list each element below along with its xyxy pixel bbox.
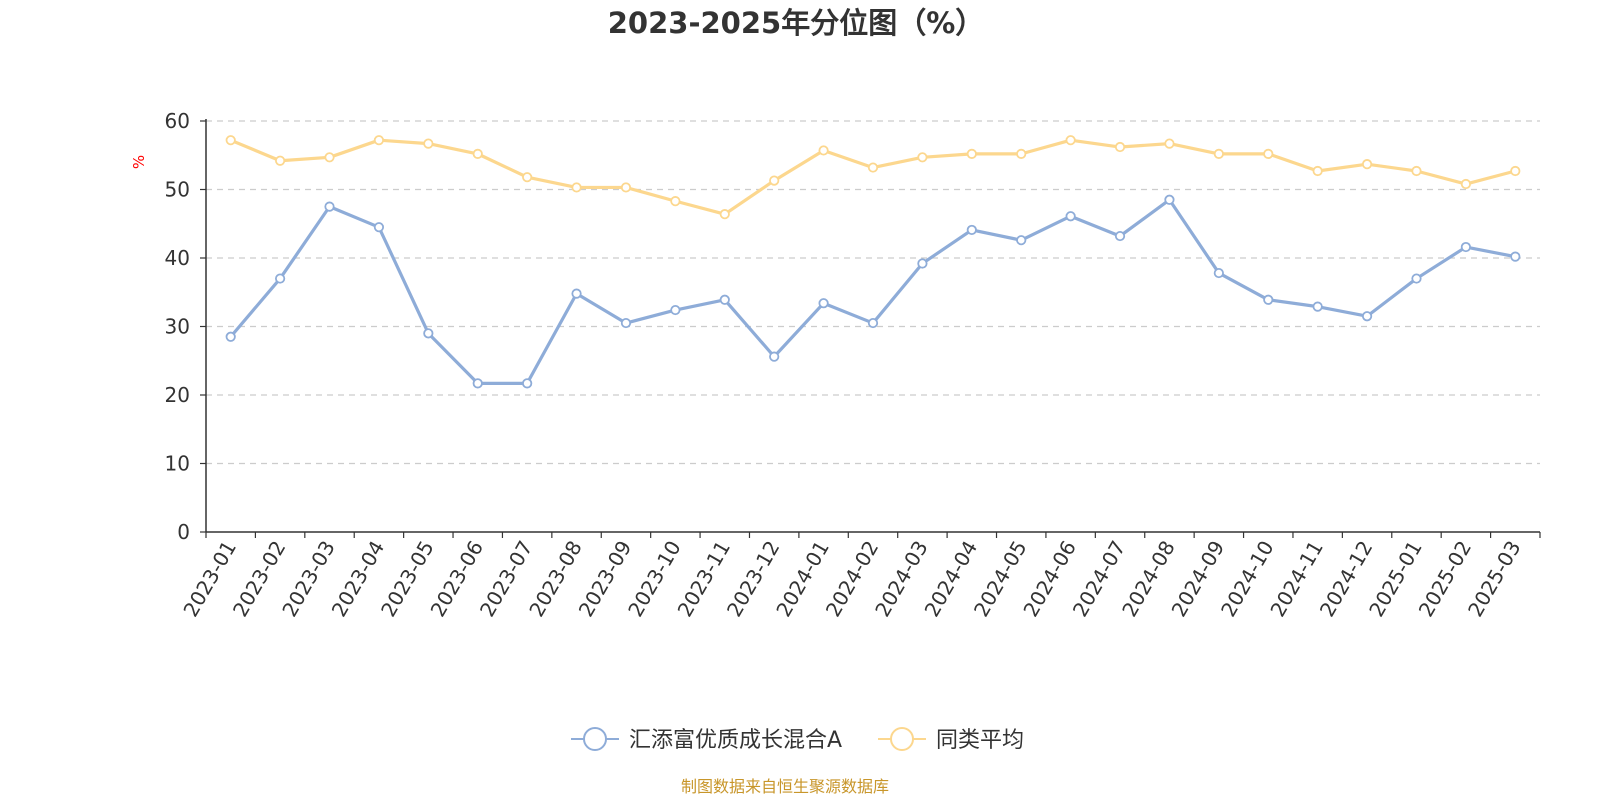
axes: 01020304050602023-012023-022023-032023-0… bbox=[165, 109, 1541, 621]
data-point bbox=[522, 378, 533, 389]
data-point bbox=[1065, 135, 1076, 146]
data-point bbox=[620, 182, 632, 193]
data-point bbox=[1016, 148, 1027, 159]
data-point bbox=[1312, 165, 1323, 177]
legend[interactable]: 汇添富优质成长混合A 同类平均 bbox=[571, 727, 1024, 753]
data-point bbox=[472, 148, 483, 159]
data-point bbox=[966, 224, 977, 236]
y-tick-label: 60 bbox=[165, 109, 190, 133]
data-point bbox=[1213, 148, 1224, 159]
data-point bbox=[719, 294, 730, 305]
data-point bbox=[966, 148, 977, 159]
data-point bbox=[917, 258, 928, 269]
data-point bbox=[1460, 178, 1471, 190]
data-point bbox=[670, 304, 681, 316]
y-tick-label: 50 bbox=[165, 178, 190, 202]
y-tick-label: 20 bbox=[165, 383, 190, 407]
source-note: 制图数据来自恒生聚源数据库 bbox=[681, 777, 889, 796]
data-point bbox=[1164, 194, 1175, 205]
data-point bbox=[867, 162, 879, 173]
data-point bbox=[670, 196, 681, 207]
data-point bbox=[275, 273, 286, 284]
data-point bbox=[620, 317, 632, 329]
data-point bbox=[225, 135, 236, 146]
y-tick-label: 30 bbox=[165, 315, 190, 339]
data-point bbox=[818, 298, 829, 309]
data-point bbox=[719, 209, 730, 220]
data-point bbox=[1411, 165, 1422, 177]
data-point bbox=[522, 172, 533, 183]
series-0 bbox=[225, 194, 1521, 389]
data-point bbox=[571, 182, 582, 193]
y-axis-unit-label: % bbox=[130, 155, 148, 169]
data-point bbox=[1114, 230, 1126, 242]
data-point bbox=[423, 328, 434, 339]
data-point bbox=[324, 152, 335, 163]
legend-marker bbox=[583, 727, 607, 751]
data-point bbox=[917, 152, 928, 163]
legend-label: 同类平均 bbox=[936, 728, 1024, 753]
chart-title: 2023-2025年分位图（%） bbox=[608, 6, 985, 40]
data-point bbox=[373, 222, 385, 233]
data-point bbox=[1065, 211, 1076, 222]
data-point bbox=[1114, 141, 1126, 153]
data-point bbox=[275, 155, 286, 166]
data-point bbox=[324, 201, 335, 212]
y-tick-label: 0 bbox=[177, 520, 190, 544]
data-point bbox=[472, 378, 483, 389]
data-point bbox=[1510, 165, 1521, 177]
data-point bbox=[1361, 311, 1373, 322]
data-point bbox=[1361, 159, 1373, 170]
data-point bbox=[1263, 294, 1274, 305]
legend-item-1[interactable]: 同类平均 bbox=[878, 727, 1024, 753]
gridlines bbox=[206, 120, 1540, 465]
series-1 bbox=[225, 135, 1521, 220]
data-point bbox=[1312, 301, 1323, 312]
series-line bbox=[229, 198, 1517, 385]
y-tick-label: 10 bbox=[165, 452, 190, 476]
data-point bbox=[1460, 241, 1471, 253]
data-point bbox=[373, 135, 385, 146]
data-point bbox=[423, 138, 434, 149]
data-point bbox=[1510, 251, 1521, 262]
legend-item-0[interactable]: 汇添富优质成长混合A bbox=[571, 727, 842, 753]
data-point bbox=[225, 331, 236, 342]
series-line bbox=[229, 138, 1517, 216]
data-point bbox=[769, 175, 780, 186]
y-tick-label: 40 bbox=[165, 246, 190, 270]
data-point bbox=[769, 351, 780, 362]
data-point bbox=[867, 317, 879, 329]
data-point bbox=[1411, 273, 1422, 284]
data-point bbox=[1213, 267, 1224, 279]
data-point bbox=[1164, 138, 1175, 149]
legend-marker bbox=[890, 727, 914, 751]
data-point bbox=[571, 288, 582, 299]
data-point bbox=[1016, 235, 1027, 246]
data-point bbox=[818, 145, 829, 156]
series-layer bbox=[225, 135, 1521, 389]
legend-label: 汇添富优质成长混合A bbox=[629, 728, 842, 753]
data-point bbox=[1263, 148, 1274, 159]
